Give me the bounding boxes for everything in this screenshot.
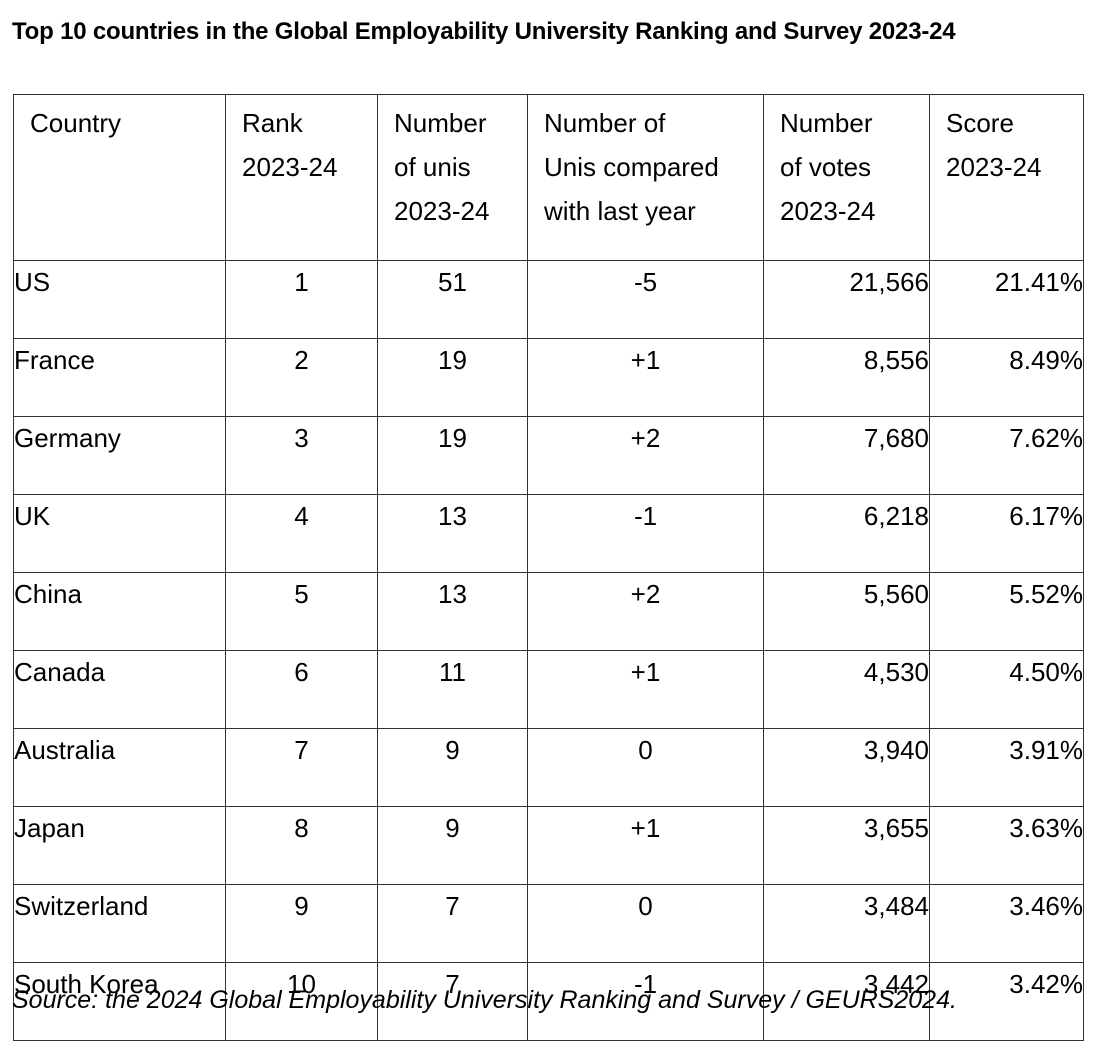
cell-unis: 13 [377, 494, 528, 573]
header-score: Score 2023-24 [929, 94, 1084, 261]
cell-country: Australia [13, 728, 226, 807]
source-note: Source: the 2024 Global Employability Un… [12, 986, 957, 1014]
cell-rank: 2 [225, 338, 378, 417]
cell-votes: 3,442 [763, 962, 930, 1041]
cell-country: China [13, 572, 226, 651]
cell-country: Germany [13, 416, 226, 495]
cell-unis: 51 [377, 260, 528, 339]
header-country: Country [13, 94, 226, 261]
cell-votes: 3,655 [763, 806, 930, 885]
cell-change: +1 [527, 806, 764, 885]
header-number-of-votes: Number of votes 2023-24 [763, 94, 930, 261]
cell-score: 4.50% [929, 650, 1084, 729]
cell-score: 21.41% [929, 260, 1084, 339]
ranking-table: Country Rank 2023-24 Number of unis 2023… [13, 94, 1084, 1041]
cell-country: US [13, 260, 226, 339]
cell-country: Switzerland [13, 884, 226, 963]
cell-rank: 8 [225, 806, 378, 885]
cell-country: Japan [13, 806, 226, 885]
cell-unis: 13 [377, 572, 528, 651]
table-row: South Korea 10 7 -1 3,442 3.42% [13, 962, 1084, 1041]
cell-rank: 7 [225, 728, 378, 807]
cell-unis: 9 [377, 806, 528, 885]
cell-country: Canada [13, 650, 226, 729]
cell-change: 0 [527, 728, 764, 807]
cell-votes: 3,940 [763, 728, 930, 807]
table-row: Canada 6 11 +1 4,530 4.50% [13, 650, 1084, 729]
cell-votes: 6,218 [763, 494, 930, 573]
cell-country: France [13, 338, 226, 417]
cell-unis: 7 [377, 884, 528, 963]
cell-change: -1 [527, 494, 764, 573]
cell-country: South Korea [13, 962, 226, 1041]
header-rank: Rank 2023-24 [225, 94, 378, 261]
cell-score: 3.91% [929, 728, 1084, 807]
cell-change: +2 [527, 416, 764, 495]
cell-votes: 3,484 [763, 884, 930, 963]
page-title: Top 10 countries in the Global Employabi… [12, 18, 956, 45]
table-row: France 2 19 +1 8,556 8.49% [13, 338, 1084, 417]
table-row: China 5 13 +2 5,560 5.52% [13, 572, 1084, 651]
cell-country: UK [13, 494, 226, 573]
cell-rank: 5 [225, 572, 378, 651]
cell-votes: 21,566 [763, 260, 930, 339]
cell-change: +2 [527, 572, 764, 651]
table-row: US 1 51 -5 21,566 21.41% [13, 260, 1084, 339]
cell-rank: 1 [225, 260, 378, 339]
cell-score: 3.46% [929, 884, 1084, 963]
cell-score: 5.52% [929, 572, 1084, 651]
cell-rank: 3 [225, 416, 378, 495]
table-row: Australia 7 9 0 3,940 3.91% [13, 728, 1084, 807]
table-row: UK 4 13 -1 6,218 6.17% [13, 494, 1084, 573]
cell-change: 0 [527, 884, 764, 963]
header-number-of-unis: Number of unis 2023-24 [377, 94, 528, 261]
cell-rank: 6 [225, 650, 378, 729]
cell-rank: 10 [225, 962, 378, 1041]
header-row: Country Rank 2023-24 Number of unis 2023… [13, 94, 1084, 261]
cell-change: +1 [527, 338, 764, 417]
cell-votes: 4,530 [763, 650, 930, 729]
cell-unis: 7 [377, 962, 528, 1041]
cell-change: -5 [527, 260, 764, 339]
cell-unis: 9 [377, 728, 528, 807]
cell-rank: 9 [225, 884, 378, 963]
cell-unis: 11 [377, 650, 528, 729]
cell-votes: 7,680 [763, 416, 930, 495]
cell-rank: 4 [225, 494, 378, 573]
cell-unis: 19 [377, 338, 528, 417]
cell-votes: 5,560 [763, 572, 930, 651]
cell-score: 3.63% [929, 806, 1084, 885]
cell-votes: 8,556 [763, 338, 930, 417]
table-row: Germany 3 19 +2 7,680 7.62% [13, 416, 1084, 495]
cell-change: +1 [527, 650, 764, 729]
cell-score: 6.17% [929, 494, 1084, 573]
header-unis-compared: Number of Unis compared with last year [527, 94, 764, 261]
cell-score: 7.62% [929, 416, 1084, 495]
table-row: Switzerland 9 7 0 3,484 3.46% [13, 884, 1084, 963]
cell-change: -1 [527, 962, 764, 1041]
cell-score: 8.49% [929, 338, 1084, 417]
table-row: Japan 8 9 +1 3,655 3.63% [13, 806, 1084, 885]
cell-score: 3.42% [929, 962, 1084, 1041]
cell-unis: 19 [377, 416, 528, 495]
